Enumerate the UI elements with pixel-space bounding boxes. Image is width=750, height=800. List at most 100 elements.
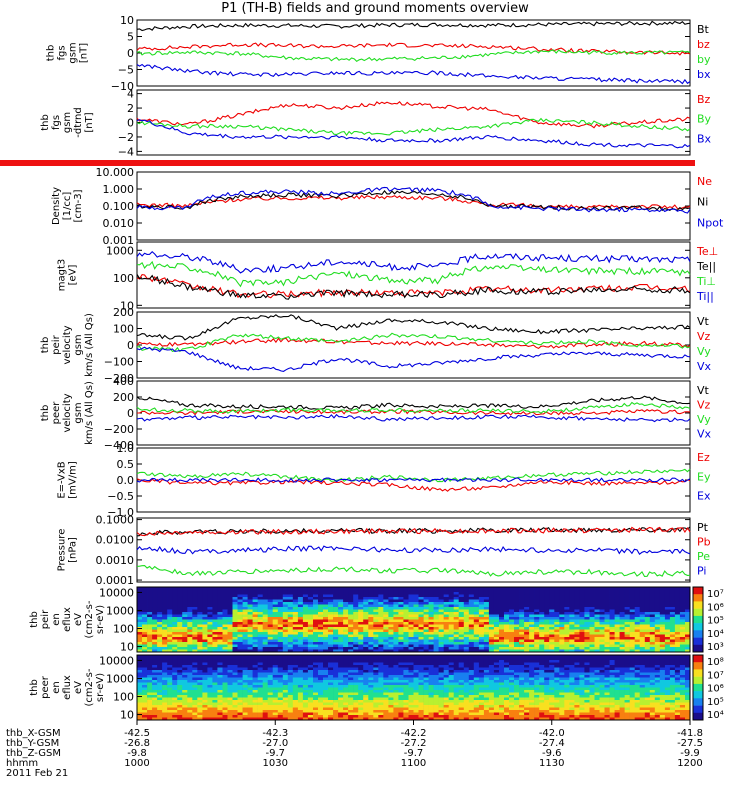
peer-spectrogram-cell: [423, 680, 429, 683]
peer-spectrogram-cell: [358, 667, 364, 671]
peir-spectrogram-cell: [137, 587, 143, 590]
peir-spectrogram-cell: [358, 649, 364, 653]
peer-spectrogram-cell: [333, 677, 339, 681]
peer-spectrogram-cell: [413, 665, 419, 668]
peir-spectrogram-cell: [624, 634, 630, 638]
peer-spectrogram-cell: [363, 680, 369, 683]
peir-spectrogram-cell: [403, 642, 409, 645]
peer-spectrogram-cell: [589, 692, 595, 696]
peir-spectrogram-cell: [403, 617, 409, 620]
peer-spectrogram-cell: [398, 657, 404, 661]
peer-spectrogram-cell: [604, 665, 610, 668]
peer-spectrogram-cell: [524, 660, 530, 663]
peer-spectrogram-cell: [539, 687, 545, 691]
peir-spectrogram-cell: [463, 609, 470, 613]
peer-spectrogram-cell: [463, 677, 470, 681]
peer-spectrogram-cell: [177, 670, 183, 673]
peir-spectrogram-cell: [182, 604, 188, 608]
peir-spectrogram-cell: [277, 627, 284, 630]
peir-spectrogram-cell: [152, 627, 158, 630]
peer-spectrogram-cell: [413, 675, 419, 678]
peir-spectrogram-cell: [554, 587, 560, 590]
peir-spectrogram-cell: [478, 604, 485, 608]
peer-spectrogram-cell: [177, 687, 183, 691]
peir-spectrogram-cell: [217, 649, 223, 653]
peir-spectrogram-cell: [594, 647, 600, 650]
peir-spectrogram-cell: [192, 619, 198, 623]
peir-spectrogram-cell: [639, 599, 646, 603]
peer-spectrogram-cell: [478, 672, 485, 676]
peir-spectrogram-cell: [383, 589, 389, 593]
peir-spectrogram-cell: [604, 649, 610, 653]
peir-spectrogram-colorbar-label: 10³: [707, 642, 724, 653]
peer-spectrogram-cell: [594, 670, 600, 673]
peir-spectrogram-cell: [323, 627, 329, 630]
peer-spectrogram-cell: [378, 675, 384, 678]
peer-spectrogram-cell: [398, 685, 404, 688]
peir-spectrogram-cell: [448, 629, 455, 633]
peer-spectrogram-cell: [448, 675, 455, 678]
peer-spectrogram-cell: [353, 672, 359, 676]
peir-spectrogram-cell: [629, 594, 636, 598]
peer-spectrogram-cell: [343, 655, 349, 658]
peir-spectrogram-cell: [499, 604, 505, 608]
peir-spectrogram-cell: [348, 607, 354, 610]
peer-spectrogram-cell: [504, 682, 510, 686]
peir-spectrogram-cell: [152, 649, 158, 653]
peir-spectrogram-cell: [544, 642, 550, 645]
peir-spectrogram-cell: [307, 642, 314, 645]
peir-spectrogram-cell: [448, 617, 455, 620]
peir-spectrogram-cell: [509, 634, 515, 638]
peer-spectrogram-cell: [167, 687, 173, 691]
peir-spectrogram-cell: [544, 639, 550, 643]
peir-spectrogram-cell: [599, 614, 605, 618]
peir-spectrogram-cell: [674, 647, 681, 650]
peir-spectrogram-cell: [403, 634, 409, 638]
peer-spectrogram-cell: [252, 672, 258, 676]
peir-spectrogram-cell: [524, 612, 530, 615]
peir-spectrogram-cell: [659, 602, 666, 605]
peir-spectrogram-cell: [307, 589, 314, 593]
peir-spectrogram-cell: [338, 624, 344, 628]
peer-spectrogram-cell: [157, 677, 163, 681]
peir-spectrogram-cell: [483, 649, 490, 653]
peir-spectrogram-cell: [539, 592, 545, 595]
peir-spectrogram-cell: [448, 607, 455, 610]
peir-spectrogram-cell: [292, 607, 299, 610]
peir-spectrogram-cell: [574, 639, 580, 643]
peir-spectrogram-cell: [368, 649, 374, 653]
peer-spectrogram-cell: [448, 665, 455, 668]
peir-spectrogram-cell: [428, 589, 434, 593]
peir-spectrogram-cell: [282, 644, 289, 648]
peir-spectrogram-cell: [187, 597, 193, 600]
peer-spectrogram-cell: [453, 685, 460, 688]
peer-spectrogram-cell: [594, 655, 600, 658]
peer-spectrogram-cell: [398, 660, 404, 663]
peir-velocity-ytick-label: 100: [113, 323, 134, 336]
peir-spectrogram-cell: [333, 629, 339, 633]
peir-spectrogram-cell: [604, 609, 610, 613]
peir-spectrogram-cell: [267, 639, 274, 643]
peer-spectrogram-cell: [654, 690, 661, 693]
peir-spectrogram-cell: [564, 647, 570, 650]
peir-spectrogram-cell: [478, 649, 485, 653]
peir-spectrogram-colorbar-cell: [693, 637, 703, 646]
peir-spectrogram-cell: [519, 634, 525, 638]
peir-spectrogram-cell: [478, 589, 485, 593]
peer-spectrogram-cell: [418, 672, 424, 676]
peer-spectrogram-cell: [157, 692, 163, 696]
peir-spectrogram-cell: [333, 642, 339, 645]
peir-spectrogram-cell: [564, 592, 570, 595]
peir-spectrogram-cell: [237, 647, 243, 650]
peir-spectrogram-cell: [549, 649, 555, 653]
peer-spectrogram-cell: [524, 667, 530, 671]
peir-spectrogram-cell: [649, 587, 656, 590]
peir-spectrogram-cell: [318, 644, 324, 648]
peer-spectrogram-cell: [398, 692, 404, 696]
peer-spectrogram-cell: [323, 655, 329, 658]
peir-spectrogram-cell: [267, 594, 274, 598]
peer-spectrogram-cell: [614, 685, 620, 688]
peir-spectrogram-cell: [192, 604, 198, 608]
peir-spectrogram-cell: [328, 644, 334, 648]
peer-spectrogram-cell: [157, 665, 163, 668]
